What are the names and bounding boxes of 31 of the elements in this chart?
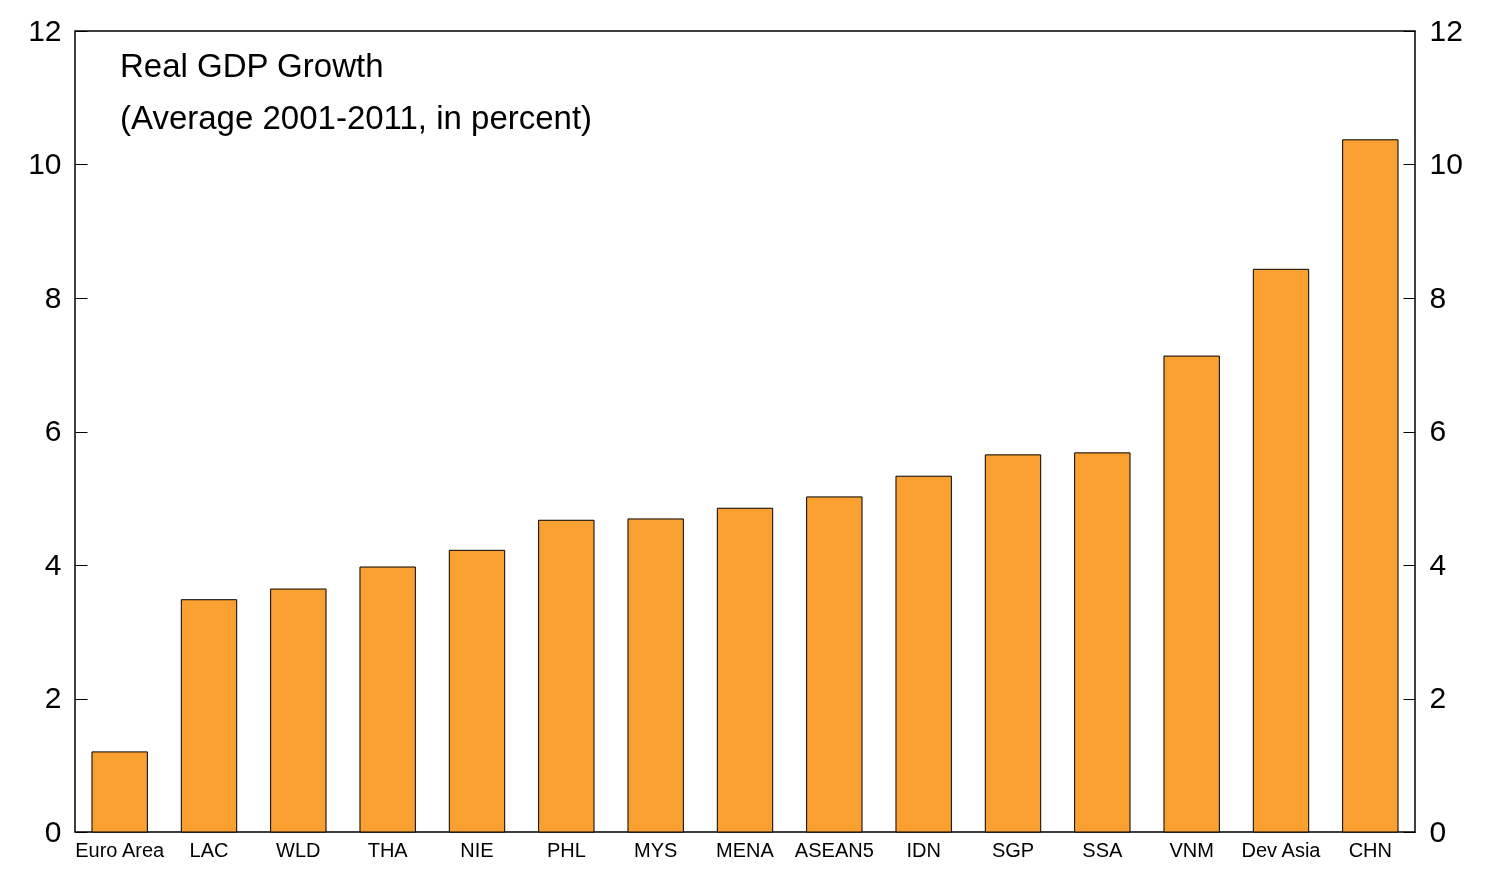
y2-tick-label: 4 bbox=[1429, 547, 1447, 581]
y-tick-label: 6 bbox=[44, 414, 62, 447]
y2-tick-label: 0 bbox=[1429, 814, 1447, 848]
text: Real GDP Growth bbox=[120, 47, 384, 84]
y-tick-label: 12 bbox=[28, 13, 62, 47]
x-tick-label: Euro Area bbox=[75, 838, 166, 861]
y2-tick-label: 6 bbox=[1429, 414, 1447, 447]
x-tick-label: CHN bbox=[1348, 838, 1393, 861]
y-tick-label: 10 bbox=[28, 147, 62, 180]
x-tick-label: MENA bbox=[716, 838, 775, 861]
y2-tick-label: 10 bbox=[1429, 147, 1463, 180]
y2-tick-label: 8 bbox=[1429, 280, 1447, 314]
x-tick-label: ASEAN5 bbox=[794, 838, 874, 861]
x-tick-label: MYS bbox=[633, 838, 678, 861]
x-tick-label: NIE bbox=[460, 838, 494, 861]
text: (Average 2001-2011, in percent) bbox=[120, 99, 593, 136]
y2-tick-label: 12 bbox=[1429, 13, 1463, 47]
y-tick-label: 8 bbox=[44, 280, 62, 314]
x-tick-label: Dev Asia bbox=[1241, 838, 1322, 861]
x-tick-label: SGP bbox=[991, 838, 1035, 861]
x-tick-label: PHL bbox=[546, 838, 586, 861]
y-tick-label: 0 bbox=[44, 814, 62, 848]
x-tick-label: VNM bbox=[1169, 838, 1214, 861]
x-tick-label: IDN bbox=[906, 838, 941, 861]
x-tick-label: THA bbox=[367, 838, 409, 861]
x-tick-label: LAC bbox=[189, 838, 229, 861]
y2-tick-label: 2 bbox=[1429, 681, 1447, 714]
y-tick-label: 2 bbox=[44, 681, 62, 714]
x-tick-label: WLD bbox=[276, 838, 321, 861]
x-tick-label: SSA bbox=[1082, 838, 1123, 861]
y-tick-label: 4 bbox=[44, 547, 62, 581]
